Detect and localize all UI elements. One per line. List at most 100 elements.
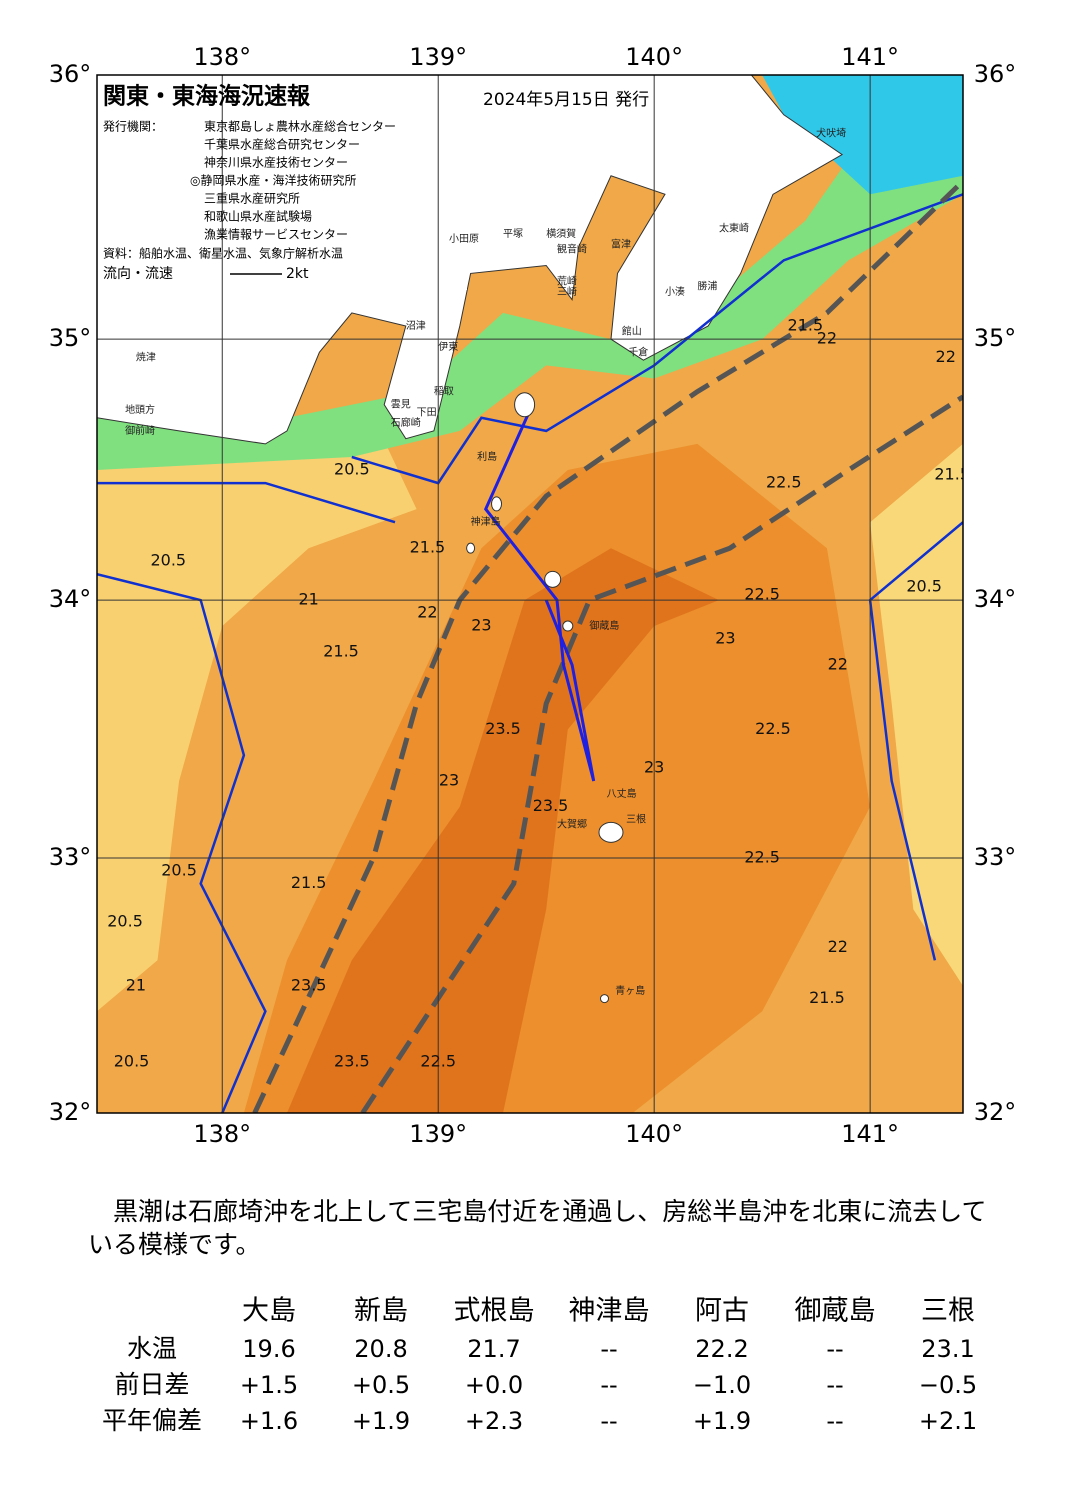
column-header: 大島: [242, 1296, 296, 1327]
isotherm-label: 23: [439, 770, 459, 789]
island: [598, 821, 624, 843]
island: [562, 620, 574, 632]
isotherm-label: 20.5: [161, 860, 197, 879]
cell: −0.5: [919, 1371, 977, 1399]
coastal-water: [762, 75, 963, 195]
cell: 22.2: [695, 1335, 748, 1363]
legend-speed: 2kt: [286, 266, 309, 282]
lon-tick-label: 140°: [625, 1120, 683, 1148]
isotherm-label: 22.5: [766, 473, 802, 492]
island: [491, 496, 503, 512]
place-name: 小田原: [449, 233, 479, 245]
isotherm-label: 22: [828, 937, 848, 956]
cell: --: [600, 1407, 617, 1435]
isotherm-label: 21.5: [809, 988, 845, 1007]
issuer: 東京都島しょ農林水産総合センター: [204, 119, 396, 134]
isotherm-label: 23: [471, 616, 491, 635]
column-header: 御蔵島: [795, 1296, 876, 1327]
issuer: 千葉県水産総合研究センター: [204, 137, 360, 152]
isotherm-label: 23.5: [485, 719, 521, 738]
cell: --: [826, 1371, 843, 1399]
place-name: 焼津: [136, 352, 156, 364]
place-name: 沼津: [406, 319, 426, 332]
isotherm-label: 22.5: [755, 719, 791, 738]
lat-tick-label: 33°: [49, 843, 92, 871]
lon-tick-label: 141°: [841, 43, 899, 71]
place-name: 稲取: [434, 386, 454, 398]
isotherm-label: 20.5: [114, 1052, 150, 1071]
isotherm-label: 20.5: [334, 460, 370, 479]
place-name: 富津: [611, 237, 631, 250]
issuer: ◎静岡県水産・海洋技術研究所: [190, 173, 356, 188]
isotherm-label: 20.5: [150, 551, 186, 570]
island: [544, 570, 562, 588]
place-name: 荒崎: [557, 274, 577, 287]
isotherm-label: 21: [126, 975, 146, 994]
row-label: 水温: [127, 1334, 177, 1363]
place-name: 御前崎: [125, 424, 155, 437]
place-name: 神津島: [471, 515, 501, 528]
place-name: 地頭方: [125, 403, 155, 416]
isotherm-label: 22: [936, 347, 956, 366]
place-name: 千倉: [628, 345, 648, 358]
isotherm-label: 22: [417, 603, 437, 622]
place-name: 下田: [417, 408, 437, 419]
cell: +1.9: [693, 1407, 751, 1435]
cell: 19.6: [242, 1335, 295, 1363]
kuroshio-axis: [252, 179, 963, 1113]
issuer: 和歌山県水産試験場: [204, 209, 312, 224]
row-label: 前日差: [114, 1370, 189, 1399]
isotherm-label: 23: [715, 628, 735, 647]
date: 2024年5月15日 発行: [483, 90, 649, 110]
issuer-label: 発行機関：: [103, 119, 163, 134]
island: [466, 542, 476, 554]
lat-tick-label: 35°: [974, 324, 1017, 352]
isotherm-label: 22.5: [744, 584, 780, 603]
place-name: 青ヶ島: [615, 984, 645, 997]
isotherm-label: 20.5: [107, 912, 143, 931]
place-name: 犬吠埼: [816, 126, 846, 139]
isotherm: [97, 481, 396, 524]
place-name: 平塚: [503, 228, 523, 240]
column-header: 三根: [921, 1296, 975, 1327]
lon-tick-label: 141°: [841, 1120, 899, 1148]
cell: +2.1: [919, 1407, 977, 1435]
kuroshio-core: [287, 548, 719, 1113]
place-name: 館山: [622, 324, 642, 337]
cool-water: [97, 417, 417, 1012]
source: 資料：船舶水温、衛星水温、気象庁解析水温: [103, 246, 343, 261]
isotherm-label: 23.5: [533, 796, 569, 815]
place-name: 三崎: [557, 285, 577, 298]
cell: 23.1: [921, 1335, 974, 1363]
lat-tick-label: 34°: [49, 585, 92, 613]
issuer: 三重県水産研究所: [204, 191, 300, 206]
lat-tick-label: 36°: [49, 60, 92, 88]
kuroshio-axis: [360, 394, 963, 1113]
island: [600, 994, 610, 1004]
place-name: 大賀郷: [557, 818, 587, 831]
issuer: 神奈川県水産技術センター: [204, 155, 348, 170]
cell: +1.9: [352, 1407, 410, 1435]
cell: +1.5: [240, 1371, 298, 1399]
lat-tick-label: 36°: [974, 60, 1017, 88]
isotherm-label: 23: [644, 758, 664, 777]
issuer: 漁業情報サービスセンター: [204, 228, 348, 242]
column-header: 新島: [354, 1296, 408, 1327]
place-name: 石廊崎: [391, 416, 421, 429]
isotherm-label: 22.5: [744, 848, 780, 867]
lon-tick-label: 138°: [193, 43, 251, 71]
lon-tick-label: 138°: [193, 1120, 251, 1148]
lon-tick-label: 139°: [409, 1120, 467, 1148]
info-box: [97, 75, 467, 290]
place-name: 雲見: [391, 399, 411, 411]
isotherm-label: 21.5: [788, 316, 824, 335]
lon-tick-label: 139°: [409, 43, 467, 71]
place-name: 横須賀: [546, 227, 576, 240]
comment: 黒潮は石廊埼沖を北上して三宅島付近を通過し、房総半島沖を北東に流去している模様で…: [88, 1197, 987, 1259]
island: [514, 392, 536, 418]
lat-tick-label: 34°: [974, 585, 1017, 613]
isotherm-label: 20.5: [906, 577, 942, 596]
place-name: 太東崎: [719, 222, 749, 235]
